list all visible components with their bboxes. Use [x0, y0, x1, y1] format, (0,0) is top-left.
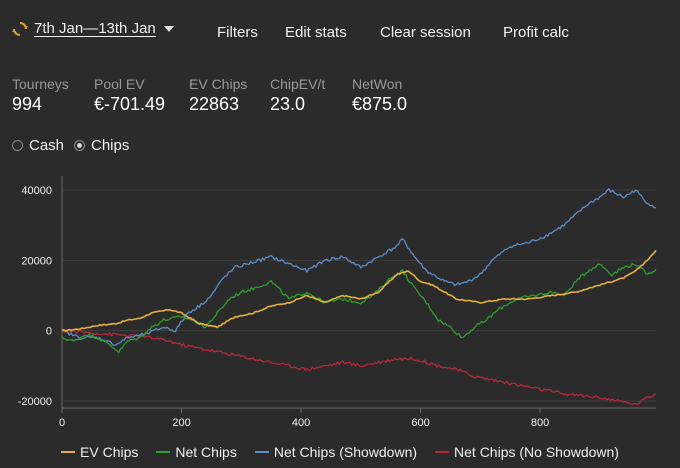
- chart-series: [61, 187, 657, 406]
- x-axis: 0 200 400 600 800: [59, 408, 549, 429]
- profit-calc-button[interactable]: Profit calc: [503, 24, 569, 41]
- radio-chips-label[interactable]: Chips: [91, 137, 130, 154]
- stat-value: €875.0: [352, 94, 408, 114]
- legend-label: Net Chips (No Showdown): [454, 444, 619, 460]
- stat-ev-chips: EV Chips 22863: [189, 76, 247, 115]
- stat-label: Pool EV: [94, 76, 145, 92]
- legend-swatch: [156, 451, 171, 453]
- y-tick-label: 20000: [21, 255, 52, 267]
- radio-chips-circle[interactable]: [74, 140, 85, 151]
- stat-label: EV Chips: [189, 76, 248, 92]
- stat-label: ChipEV/t: [270, 76, 326, 92]
- y-tick-label: -20000: [18, 396, 52, 408]
- clear-session-button[interactable]: Clear session: [380, 24, 471, 41]
- stat-value: 22863: [189, 94, 240, 114]
- y-tick-label: 40000: [21, 185, 52, 197]
- x-tick-label: 0: [59, 417, 65, 429]
- legend-swatch: [254, 451, 269, 453]
- refresh-icon[interactable]: [12, 21, 28, 37]
- chart-grid: [61, 176, 656, 409]
- legend-item[interactable]: Net Chips (No Showdown): [435, 444, 619, 460]
- x-tick-label: 800: [531, 417, 549, 429]
- stat-label: NetWon: [352, 76, 403, 92]
- stat-value: 23.0: [270, 94, 306, 114]
- radio-cash-label[interactable]: Cash: [29, 137, 65, 154]
- legend-item[interactable]: Net Chips: [156, 444, 237, 460]
- stat-netwon: NetWon €875.0: [352, 76, 407, 115]
- series-line: [61, 187, 656, 347]
- radio-cash[interactable]: Cash: [12, 137, 64, 154]
- filters-button[interactable]: Filters: [217, 24, 258, 41]
- chevron-down-icon[interactable]: [163, 25, 174, 32]
- y-tick-label: 0: [46, 326, 52, 338]
- stat-value: 994: [12, 94, 43, 114]
- legend-item[interactable]: Net Chips (Showdown): [254, 444, 418, 460]
- x-tick-label: 400: [292, 417, 310, 429]
- date-range-dropdown[interactable]: 7th Jan—13th Jan: [12, 20, 174, 37]
- legend-label: Net Chips (Showdown): [273, 444, 418, 460]
- y-axis: 40000 20000 0 -20000: [18, 185, 52, 408]
- stat-label: Tourneys: [12, 76, 69, 92]
- stat-chipev-per-t: ChipEV/t 23.0: [270, 76, 325, 115]
- line-chart: 40000 20000 0 -20000 0 200 400 600 800: [18, 176, 657, 429]
- series-line: [61, 262, 657, 354]
- radio-chips[interactable]: Chips: [74, 137, 129, 154]
- chart-legend: EV Chips Net Chips Net Chips (Showdown) Net…: [0, 444, 680, 460]
- date-range-label[interactable]: 7th Jan—13th Jan: [34, 20, 156, 37]
- stat-value: €-701.49: [94, 94, 166, 114]
- legend-label: Net Chips: [175, 444, 237, 460]
- legend-item[interactable]: EV Chips: [61, 444, 138, 460]
- series-line: [61, 249, 657, 332]
- x-tick-label: 200: [172, 417, 190, 429]
- series-line: [61, 328, 657, 406]
- radio-cash-circle[interactable]: [12, 140, 23, 151]
- x-tick-label: 600: [411, 417, 429, 429]
- legend-label: EV Chips: [80, 444, 139, 460]
- stat-tourneys: Tourneys 994: [12, 76, 69, 115]
- edit-stats-button[interactable]: Edit stats: [285, 24, 347, 41]
- legend-swatch: [435, 451, 450, 453]
- legend-swatch: [61, 451, 76, 453]
- toolbar: 7th Jan—13th Jan Filters Edit stats Clea…: [0, 0, 680, 64]
- stat-pool-ev: Pool EV €-701.49: [94, 76, 165, 115]
